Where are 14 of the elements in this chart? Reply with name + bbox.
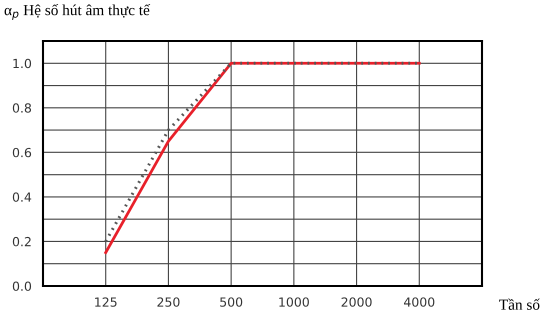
x-axis-title: Tần số <box>499 298 540 310</box>
y-tick-label: 0.0 <box>12 281 32 291</box>
y-axis-title: α$_{p}$ Hệ số hút âm thực tế <box>4 4 150 20</box>
y-tick-label: 0.6 <box>12 148 32 158</box>
y-tick-label: 0.8 <box>12 103 32 113</box>
y-tick-label: 1.0 <box>13 58 32 68</box>
x-tick-label: 4000 <box>404 297 434 307</box>
y-tick-label: 0.4 <box>12 192 32 202</box>
x-tick-label: 125 <box>95 297 117 307</box>
x-tick-label: 250 <box>157 297 180 307</box>
x-tick-label: 2000 <box>342 297 372 307</box>
y-tick-label: 0.2 <box>12 236 31 246</box>
x-tick-label: 1000 <box>279 297 309 307</box>
x-tick-label: 500 <box>220 297 242 307</box>
